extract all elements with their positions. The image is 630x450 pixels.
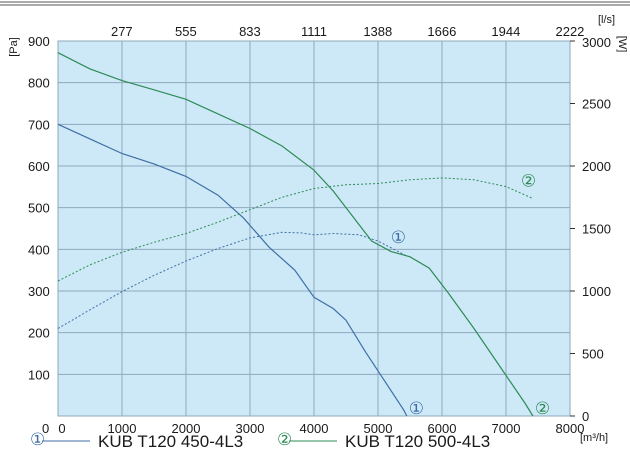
pressure-curve-2	[57, 52, 534, 417]
y-right-tick-label: 1000	[582, 284, 611, 299]
x-top-tick-label: 1111	[301, 24, 327, 39]
y-left-tick-label: 600	[28, 159, 50, 174]
y-right-tick-label: 1500	[582, 222, 611, 237]
x-top-unit-label: [l/s]	[598, 14, 615, 26]
x-top-tick-label: 2222	[555, 24, 584, 39]
power-curve-2	[57, 177, 534, 282]
pressure-curve-1	[57, 123, 408, 417]
legend-label-2: KUB T120 500-4L3	[345, 432, 490, 450]
pressure-curve-2-marker: ②	[535, 399, 550, 419]
x-top-tick-label: 555	[175, 24, 197, 39]
y-right-tick-label: 2000	[582, 159, 611, 174]
legend-marker-1: ①	[30, 430, 45, 450]
y-right-tick-label: 2500	[582, 97, 611, 112]
x-tick-label: 2000	[172, 421, 201, 436]
x-tick-label: 0	[58, 421, 65, 436]
curve-markers: ① ① ② ②	[391, 172, 550, 420]
y-right-tick-label: 3000	[582, 35, 611, 50]
y-right-unit-label: [W]	[616, 36, 628, 53]
legend-marker-2: ②	[277, 430, 292, 450]
y-left-tick-label: 900	[28, 34, 50, 49]
x-tick-label: 7000	[492, 421, 521, 436]
y-left-unit-label: [Pa]	[8, 37, 20, 57]
x-top-tick-label: 1944	[491, 24, 520, 39]
y-left-tick-label: 800	[28, 76, 50, 91]
power-curve-1-marker: ①	[391, 228, 406, 248]
y-left-tick-label: 700	[28, 117, 50, 132]
legend: ① KUB T120 450-4L3 ② KUB T120 500-4L3	[30, 430, 490, 450]
power-curve-1	[57, 231, 408, 329]
y-left-tick-label: 400	[28, 242, 50, 257]
y-left-tick-label: 0	[42, 421, 49, 436]
x-tick-label: 5000	[364, 421, 393, 436]
y-left-tick-label: 100	[28, 367, 50, 382]
power-curve-2-marker: ②	[521, 172, 536, 192]
x-tick-label: 3000	[236, 421, 265, 436]
y-left-tick-label: 300	[28, 284, 50, 299]
grid	[58, 41, 570, 416]
x-top-tick-label: 833	[239, 24, 261, 39]
x-top-tick-label: 1388	[363, 24, 392, 39]
x-top-tick-label: 1666	[427, 24, 456, 39]
y-right-tick-label: 0	[582, 409, 589, 424]
x-top-tick-label: 277	[111, 24, 133, 39]
series-lines	[57, 52, 534, 417]
y-left-tick-label: 200	[28, 326, 50, 341]
y-right-tick-label: 500	[582, 347, 604, 362]
legend-label-1: KUB T120 450-4L3	[98, 432, 243, 450]
x-tick-label: 6000	[428, 421, 457, 436]
x-tick-label: 4000	[300, 421, 329, 436]
x-unit-label: [m³/h]	[580, 432, 608, 444]
y-left-tick-label: 500	[28, 201, 50, 216]
x-tick-label: 8000	[556, 421, 585, 436]
x-tick-label: 1000	[108, 421, 137, 436]
pressure-curve-1-marker: ①	[409, 399, 424, 419]
